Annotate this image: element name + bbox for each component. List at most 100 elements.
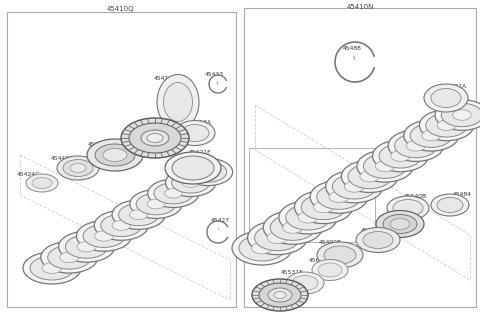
Ellipse shape (87, 139, 143, 171)
Text: 45644: 45644 (309, 257, 328, 268)
Ellipse shape (317, 242, 363, 268)
Ellipse shape (239, 235, 285, 261)
Ellipse shape (59, 231, 115, 262)
Ellipse shape (94, 210, 148, 240)
Ellipse shape (270, 215, 315, 240)
Ellipse shape (388, 130, 444, 161)
Ellipse shape (63, 159, 93, 176)
Text: 45540B: 45540B (403, 193, 427, 206)
Text: 45488: 45488 (343, 45, 361, 59)
Ellipse shape (130, 190, 182, 218)
Ellipse shape (147, 134, 163, 142)
Ellipse shape (95, 144, 135, 166)
Ellipse shape (60, 252, 79, 263)
Ellipse shape (248, 221, 307, 255)
Bar (249, 148, 375, 242)
Ellipse shape (165, 152, 221, 184)
Ellipse shape (292, 276, 318, 290)
Ellipse shape (77, 241, 96, 252)
Ellipse shape (172, 156, 214, 180)
Ellipse shape (318, 263, 342, 277)
Ellipse shape (23, 252, 81, 284)
Ellipse shape (101, 214, 142, 237)
Ellipse shape (375, 161, 395, 172)
Ellipse shape (312, 260, 348, 280)
Ellipse shape (317, 184, 361, 209)
Ellipse shape (182, 178, 199, 187)
Bar (7, 12, 236, 307)
Ellipse shape (263, 211, 322, 244)
Ellipse shape (175, 121, 215, 146)
Ellipse shape (103, 148, 127, 162)
Ellipse shape (426, 113, 468, 137)
Ellipse shape (329, 191, 349, 203)
Ellipse shape (383, 215, 417, 233)
Text: 45440: 45440 (139, 119, 157, 135)
Ellipse shape (431, 194, 469, 216)
Ellipse shape (376, 210, 424, 238)
Ellipse shape (157, 75, 199, 129)
Ellipse shape (387, 196, 429, 220)
Text: 45531E: 45531E (281, 270, 303, 281)
Ellipse shape (112, 220, 131, 230)
Ellipse shape (164, 83, 192, 122)
Ellipse shape (30, 256, 74, 280)
Ellipse shape (431, 89, 461, 107)
Ellipse shape (406, 140, 425, 151)
Text: 45421A: 45421A (444, 84, 467, 96)
Bar (244, 8, 476, 307)
Ellipse shape (181, 124, 209, 141)
Ellipse shape (57, 156, 99, 180)
Ellipse shape (41, 242, 98, 273)
Ellipse shape (121, 118, 189, 158)
Ellipse shape (410, 123, 452, 147)
Ellipse shape (313, 201, 334, 213)
Ellipse shape (189, 162, 227, 182)
Text: 45433: 45433 (204, 72, 223, 84)
Ellipse shape (274, 291, 286, 299)
Text: 45421F: 45421F (189, 150, 211, 165)
Ellipse shape (360, 171, 380, 182)
Ellipse shape (286, 272, 324, 294)
Ellipse shape (148, 179, 199, 208)
Ellipse shape (437, 198, 463, 213)
Ellipse shape (372, 140, 428, 172)
Ellipse shape (200, 167, 216, 177)
Ellipse shape (435, 100, 480, 130)
Ellipse shape (267, 232, 288, 243)
Text: 45365D: 45365D (88, 142, 113, 153)
Text: 45490B: 45490B (319, 240, 341, 253)
Ellipse shape (268, 288, 292, 302)
Text: 45643C: 45643C (396, 213, 420, 224)
Text: 45410Q: 45410Q (106, 6, 134, 12)
Ellipse shape (259, 283, 301, 307)
Ellipse shape (424, 84, 468, 112)
Ellipse shape (363, 232, 393, 249)
Ellipse shape (252, 242, 272, 254)
Ellipse shape (294, 191, 353, 224)
Ellipse shape (279, 201, 337, 234)
Ellipse shape (26, 174, 58, 192)
Ellipse shape (301, 194, 346, 220)
Ellipse shape (48, 245, 91, 269)
Ellipse shape (422, 130, 441, 141)
Ellipse shape (232, 231, 292, 265)
Ellipse shape (326, 170, 383, 203)
Ellipse shape (183, 158, 233, 186)
Ellipse shape (136, 193, 176, 215)
Ellipse shape (165, 189, 182, 198)
Ellipse shape (345, 181, 364, 192)
Ellipse shape (166, 169, 216, 197)
Ellipse shape (76, 221, 132, 251)
Ellipse shape (395, 134, 437, 158)
Text: 45424C: 45424C (16, 173, 42, 183)
Text: 45418A: 45418A (189, 121, 212, 133)
Text: 45410N: 45410N (346, 4, 374, 10)
Text: 45424B: 45424B (360, 227, 384, 240)
Text: 45427: 45427 (210, 217, 229, 229)
Ellipse shape (298, 212, 318, 223)
Ellipse shape (65, 235, 108, 258)
Text: 45484: 45484 (452, 192, 471, 203)
Ellipse shape (32, 177, 52, 188)
Ellipse shape (348, 164, 392, 189)
